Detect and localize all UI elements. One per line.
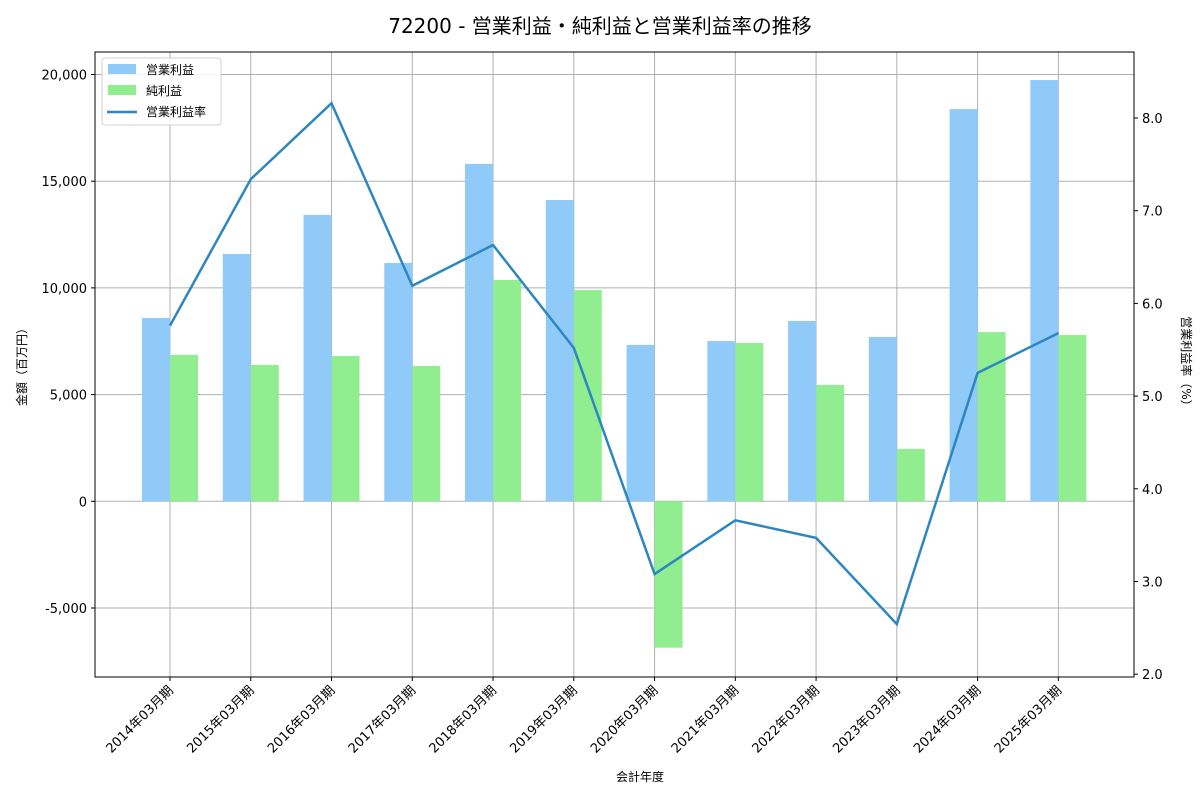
plot-frame [94,51,1135,678]
bar-series [142,80,1087,648]
bar-operating-profit [545,199,574,502]
bar-net-profit [654,501,683,648]
y2-tick-label: 8.0 [1142,112,1163,127]
x-axis: 2014年03月期 2015年03月期 2016年03月期 2017年03月期 2018… [104,677,1065,757]
bar-operating-profit [465,163,494,502]
bar-net-profit [331,355,360,502]
y2-tick-label: 4.0 [1142,483,1163,498]
bar-operating-profit [384,262,413,502]
bar-net-profit [735,342,764,502]
bar-operating-profit [868,336,897,502]
x-tick-label: 2024年03月期 [911,683,984,756]
y-axis-label: 金額（百万円） [14,322,29,406]
x-tick-label: 2015年03月期 [184,683,257,756]
bar-operating-profit [788,320,817,502]
legend-swatch-operating-profit [108,64,136,74]
x-tick-label: 2014年03月期 [104,683,177,756]
y2-tick-label: 5.0 [1142,390,1163,405]
y-tick-label: 0 [79,495,87,510]
bar-operating-profit [303,214,332,502]
x-tick-label: 2016年03月期 [265,683,338,756]
legend-label-net-profit: 純利益 [146,84,182,98]
bar-net-profit [170,354,198,502]
operating-margin-line [168,101,1059,627]
x-tick-label: 2020年03月期 [588,683,661,756]
legend-label-operating-margin: 営業利益率 [146,104,206,119]
y2-tick-label: 2.0 [1142,668,1163,683]
y-tick-label: 20,000 [42,69,88,84]
bar-net-profit [816,384,845,502]
bar-operating-profit [949,109,978,502]
bar-net-profit [573,290,602,502]
x-tick-label: 2018年03月期 [427,683,500,756]
right-y-axis: 2.0 3.0 4.0 5.0 6.0 7.0 8.0 [1134,112,1163,683]
bar-net-profit [493,280,522,502]
x-tick-label: 2019年03月期 [507,683,580,756]
left-y-axis: -5,000 0 5,000 10,000 15,000 20,000 [42,69,95,617]
y2-tick-label: 6.0 [1142,297,1163,312]
bar-net-profit [412,366,441,502]
bar-net-profit [896,449,925,502]
x-tick-label: 2023年03月期 [830,683,903,756]
bar-operating-profit [626,344,655,502]
bar-operating-profit [222,253,251,502]
y2-tick-label: 7.0 [1142,205,1163,220]
bar-net-profit [977,332,1006,502]
x-tick-label: 2017年03月期 [346,683,419,756]
plot-border [94,51,1135,678]
bar-net-profit [250,364,279,502]
bar-operating-profit [707,341,736,502]
x-axis-label: 会計年度 [616,769,664,784]
bar-net-profit [1058,335,1087,502]
bar-operating-profit [1030,80,1059,502]
x-tick-label: 2025年03月期 [992,683,1065,756]
y-tick-label: 10,000 [42,282,88,297]
y-tick-label: 5,000 [50,389,87,404]
y-tick-label: -5,000 [45,602,87,617]
x-tick-label: 2022年03月期 [750,683,823,756]
legend-label-operating-profit: 営業利益 [146,63,194,77]
legend-box [101,57,222,126]
x-tick-label: 2021年03月期 [669,683,742,756]
y2-axis-label: 営業利益率（%） [1179,316,1194,411]
y2-tick-label: 3.0 [1142,576,1163,591]
legend-swatch-net-profit [108,85,136,95]
chart-title: 72200 - 営業利益・純利益と営業利益率の推移 [388,14,812,38]
y-tick-label: 15,000 [42,175,88,190]
bar-operating-profit [142,317,170,502]
line-series [168,101,1059,627]
